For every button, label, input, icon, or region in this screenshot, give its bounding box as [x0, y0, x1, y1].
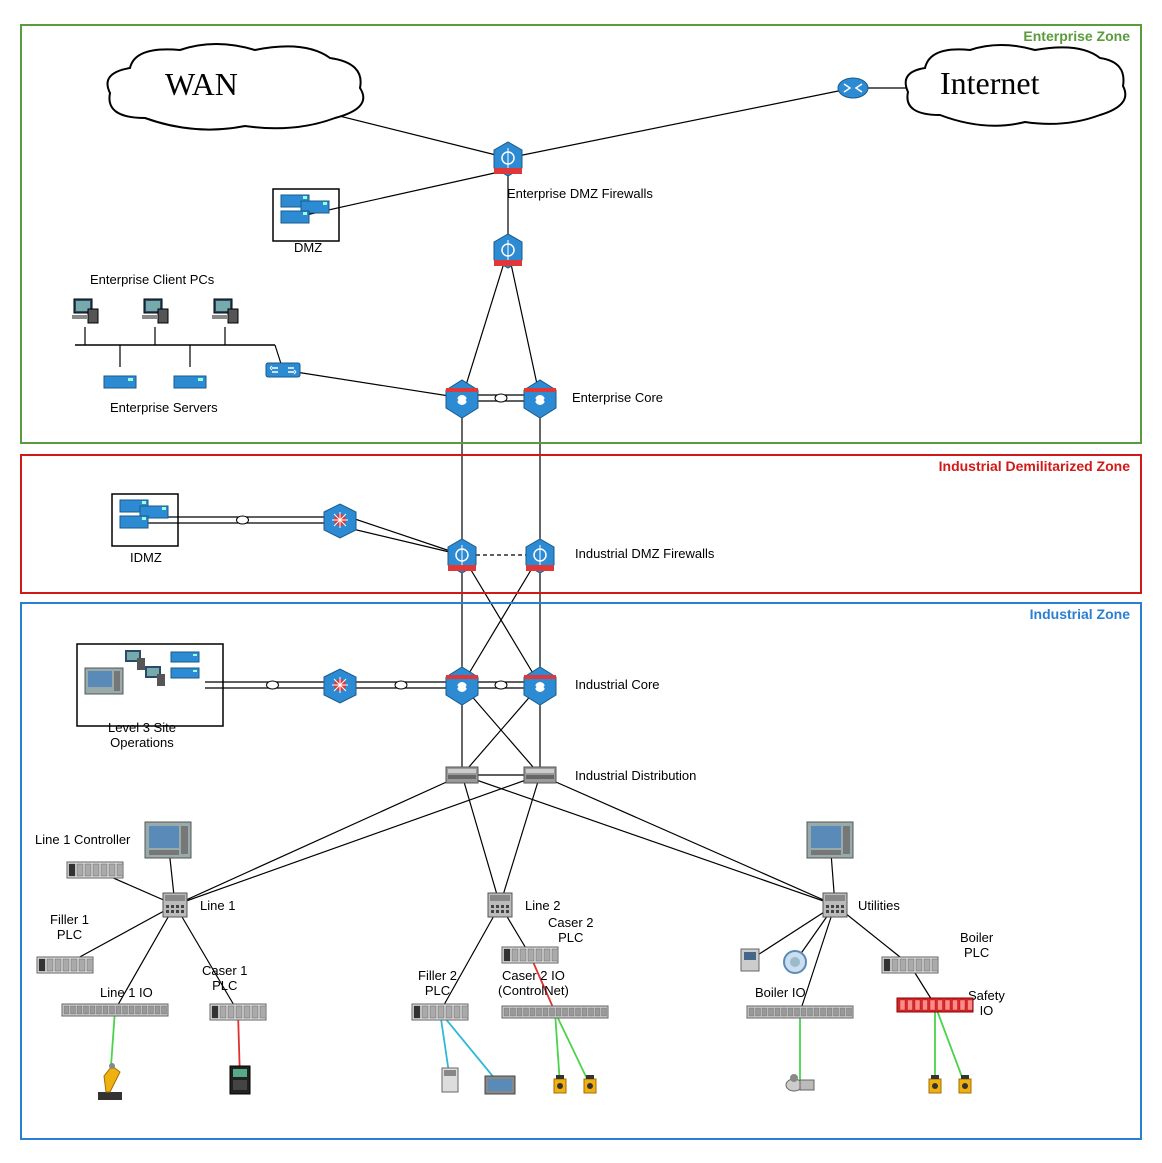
industrial-core-label: Industrial Core — [575, 677, 660, 692]
enterprise-dmz-firewalls-label: Enterprise DMZ Firewalls — [507, 186, 653, 201]
distribution-switch-icon — [442, 761, 482, 792]
server-group-icon — [110, 492, 180, 551]
robot-icon — [90, 1058, 130, 1105]
sensor-icon — [580, 1073, 600, 1100]
server-icon — [102, 373, 138, 394]
drive-icon — [226, 1062, 254, 1101]
boiler-plc-label: Boiler PLC — [960, 930, 993, 960]
filler2-plc-label: Filler 2 PLC — [418, 968, 457, 998]
drive-icon — [439, 1065, 461, 1098]
plc-rack-icon — [65, 858, 125, 885]
layer3-switch-icon — [318, 665, 362, 708]
core-switch-icon — [440, 663, 484, 710]
plc-rack-icon — [410, 1000, 470, 1027]
caser2-plc-label: Caser 2 PLC — [548, 915, 594, 945]
line1-controller-label: Line 1 Controller — [35, 832, 130, 847]
boiler-io-label: Boiler IO — [755, 985, 806, 1000]
transmitter-icon — [780, 949, 810, 978]
router-icon — [836, 76, 870, 103]
enterprise-client-pcs-label: Enterprise Client PCs — [90, 272, 214, 287]
valve-icon — [782, 1070, 818, 1103]
sensor-icon — [925, 1073, 945, 1100]
wan-label: WAN — [165, 66, 238, 103]
line1-label: Line 1 — [200, 898, 235, 913]
io-rack-icon — [60, 1001, 170, 1022]
io-rack-icon — [745, 1003, 855, 1024]
industrial-dmz-firewalls-label: Industrial DMZ Firewalls — [575, 546, 714, 561]
hmi-small-icon — [483, 1072, 517, 1101]
distribution-switch-icon — [520, 761, 560, 792]
pc-icon — [210, 295, 240, 328]
network-diagram: Enterprise Zone Industrial Demilitarized… — [0, 0, 1162, 1163]
industrial-switch-icon — [482, 889, 518, 924]
industrial-distribution-label: Industrial Distribution — [575, 768, 696, 783]
industrial-zone-label: Industrial Zone — [1030, 606, 1130, 622]
server-icon — [172, 373, 208, 394]
plc-rack-icon — [500, 943, 560, 970]
idmz-zone-label: Industrial Demilitarized Zone — [939, 458, 1130, 474]
io-rack-icon — [500, 1003, 610, 1024]
filler1-plc-label: Filler 1 PLC — [50, 912, 89, 942]
firewall-icon — [520, 535, 560, 578]
internet-label: Internet — [940, 65, 1040, 102]
enterprise-servers-label: Enterprise Servers — [110, 400, 218, 415]
industrial-switch-icon — [817, 889, 853, 924]
switch-icon — [264, 359, 302, 384]
server-group-icon — [271, 187, 341, 246]
sensor-icon — [955, 1073, 975, 1100]
pc-icon — [70, 295, 100, 328]
industrial-switch-icon — [157, 889, 193, 924]
utilities-label: Utilities — [858, 898, 900, 913]
core-switch-icon — [518, 376, 562, 423]
hmi-icon — [141, 818, 195, 865]
plc-rack-icon — [880, 953, 940, 980]
line2-label: Line 2 — [525, 898, 560, 913]
sensor-icon — [550, 1073, 570, 1100]
hmi-icon — [803, 818, 857, 865]
firewall-icon — [488, 138, 528, 181]
line1-io-label: Line 1 IO — [100, 985, 153, 1000]
firewall-icon — [442, 535, 482, 578]
l3-operations-icon — [75, 642, 225, 731]
safety-io-icon — [895, 995, 975, 1018]
layer3-switch-icon — [318, 500, 362, 543]
meter-icon — [737, 945, 763, 978]
idmz-label: IDMZ — [130, 550, 162, 565]
caser1-plc-label: Caser 1 PLC — [202, 963, 248, 993]
idmz-zone-box — [20, 454, 1142, 594]
enterprise-core-label: Enterprise Core — [572, 390, 663, 405]
firewall-icon — [488, 230, 528, 273]
plc-rack-icon — [35, 953, 95, 980]
plc-rack-icon — [208, 1000, 268, 1027]
core-switch-icon — [518, 663, 562, 710]
core-switch-icon — [440, 376, 484, 423]
pc-icon — [140, 295, 170, 328]
caser2-io-label: Caser 2 IO (ControlNet) — [498, 968, 569, 998]
